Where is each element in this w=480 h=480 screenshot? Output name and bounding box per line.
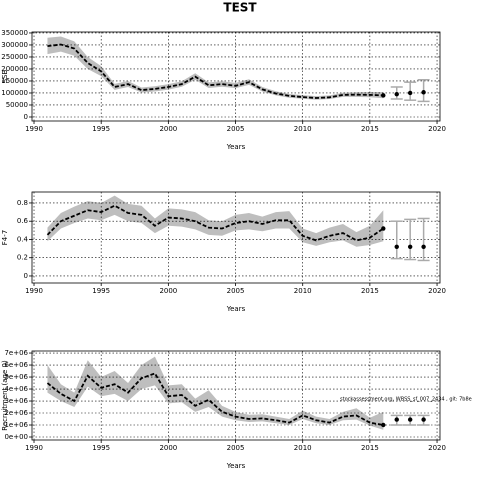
last-estimate-point — [381, 422, 386, 428]
x-tick-label: 1990 — [25, 444, 43, 452]
y-tick-label: 50000 — [6, 101, 28, 109]
y-axis-label: Recruitment (age 0) — [1, 360, 9, 431]
forecast-point — [394, 417, 399, 422]
confidence-band — [47, 36, 384, 100]
x-tick-label: 2010 — [294, 287, 312, 295]
y-tick-label: 0.2 — [17, 254, 28, 262]
chart-title: TEST — [223, 1, 257, 15]
x-tick-label: 1995 — [92, 287, 110, 295]
last-estimate-point — [381, 93, 386, 98]
forecast-point — [407, 90, 413, 96]
x-tick-label: 2020 — [428, 125, 446, 133]
x-tick-label: 2000 — [159, 287, 177, 295]
forecast-point — [407, 417, 413, 422]
y-tick-label: 150000 — [1, 77, 28, 85]
y-tick-label: 2e+06 — [4, 409, 28, 417]
forecast-point — [421, 90, 426, 95]
x-tick-label: 2015 — [361, 287, 379, 295]
x-tick-label: 2015 — [361, 125, 379, 133]
forecast-point — [421, 244, 426, 249]
x-axis-label: Years — [226, 305, 246, 313]
y-tick-label: 1e+06 — [4, 421, 28, 429]
x-axis-label: Years — [226, 462, 246, 470]
x-tick-label: 2005 — [227, 444, 245, 452]
x-tick-label: 1995 — [92, 444, 110, 452]
estimate-line — [47, 43, 384, 99]
x-tick-label: 2010 — [294, 125, 312, 133]
y-tick-label: 350000 — [1, 29, 28, 37]
forecast-point — [394, 91, 399, 97]
y-tick-label: 0 — [24, 272, 28, 280]
y-tick-label: 4e+06 — [4, 385, 28, 393]
y-tick-label: 0.6 — [17, 217, 29, 225]
estimate-line — [46, 204, 384, 242]
forecast-point — [407, 244, 413, 249]
y-tick-label: 300000 — [1, 41, 28, 49]
plot-frame — [31, 350, 441, 441]
y-tick-label: 6e+06 — [4, 361, 28, 369]
y-tick-label: 0.4 — [17, 235, 29, 243]
estimate-line — [46, 372, 384, 426]
forecast-point — [421, 417, 426, 422]
plot-frame — [31, 191, 441, 284]
x-tick-label: 1990 — [25, 287, 43, 295]
plot-frame — [31, 31, 441, 122]
y-tick-label: 250000 — [1, 53, 28, 61]
y-tick-label: 0e+00 — [4, 433, 28, 441]
y-tick-label: 0.8 — [17, 199, 28, 207]
x-tick-label: 2020 — [428, 444, 446, 452]
last-estimate-point — [381, 226, 386, 231]
x-tick-label: 1990 — [25, 125, 43, 133]
annotation: stockassessment.org, WBSS_sf_007_2434 , … — [340, 397, 472, 403]
forecast-point — [394, 244, 399, 249]
x-tick-label: 1995 — [92, 125, 110, 133]
x-tick-label: 2015 — [361, 444, 379, 452]
y-tick-label: 3e+06 — [4, 397, 28, 405]
y-axis-label: SSB — [1, 69, 9, 83]
x-tick-label: 2000 — [159, 125, 177, 133]
y-tick-label: 200000 — [1, 65, 28, 73]
confidence-band — [47, 356, 384, 430]
x-tick-label: 2020 — [428, 287, 446, 295]
x-tick-label: 2005 — [227, 125, 245, 133]
x-tick-label: 2000 — [159, 444, 177, 452]
y-tick-label: 7e+06 — [4, 349, 28, 357]
x-tick-label: 2005 — [227, 287, 245, 295]
y-tick-label: 5e+06 — [4, 373, 28, 381]
y-tick-label: 100000 — [1, 89, 28, 97]
y-axis-label: F4-7 — [1, 230, 9, 245]
x-axis-label: Years — [226, 143, 246, 151]
y-tick-label: 0 — [24, 113, 28, 121]
x-tick-label: 2010 — [294, 444, 312, 452]
